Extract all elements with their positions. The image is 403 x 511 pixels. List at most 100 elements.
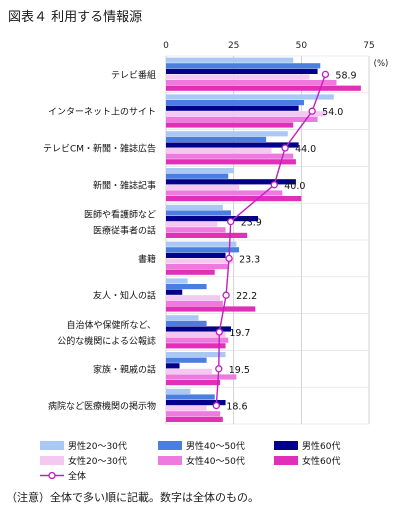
bar xyxy=(166,190,283,196)
bar xyxy=(166,289,183,295)
legend-label: 男性40～50代 xyxy=(186,440,245,452)
total-marker xyxy=(308,107,316,115)
bar xyxy=(166,111,326,117)
bar xyxy=(166,94,334,100)
bar xyxy=(166,173,229,179)
bar xyxy=(166,184,240,190)
total-line xyxy=(215,74,327,406)
bar xyxy=(166,168,234,174)
category-label: 友人・知人の話 xyxy=(93,290,156,302)
bar xyxy=(166,196,302,202)
legend-label: 女性60代 xyxy=(302,455,340,467)
total-value-label: 22.2 xyxy=(236,291,257,302)
legend-swatch xyxy=(40,456,64,465)
bar xyxy=(166,221,218,227)
category-label: 医療従事者の話 xyxy=(93,225,156,237)
x-tick-label: 25 xyxy=(228,41,239,51)
total-marker xyxy=(222,291,230,299)
category-label: テレビCM・新聞・雑誌広告 xyxy=(43,143,156,155)
bar xyxy=(166,400,226,406)
bar xyxy=(166,57,294,63)
bar xyxy=(166,374,237,380)
bar xyxy=(166,63,321,69)
category-label: 家族・親戚の話 xyxy=(93,363,156,375)
bar xyxy=(166,116,318,122)
bar xyxy=(166,85,361,91)
bar xyxy=(166,122,294,128)
category-label: インターネット上のサイト xyxy=(48,107,156,118)
total-value-label: 54.0 xyxy=(322,107,343,118)
bar xyxy=(166,343,226,349)
total-marker xyxy=(270,181,278,189)
legend-label: 全体 xyxy=(68,470,86,482)
bar xyxy=(166,278,188,284)
bar xyxy=(166,159,296,165)
bar xyxy=(166,252,226,258)
bar xyxy=(166,153,294,159)
bar xyxy=(166,258,234,264)
bar xyxy=(166,388,191,394)
legend-swatch xyxy=(158,456,182,465)
bar xyxy=(166,269,215,275)
bar xyxy=(166,210,231,216)
total-value-label: 19.7 xyxy=(229,328,250,339)
bar xyxy=(166,368,213,374)
bar xyxy=(166,416,223,422)
bar xyxy=(166,405,207,411)
total-marker xyxy=(212,401,220,410)
bar xyxy=(166,363,180,369)
total-marker xyxy=(281,144,289,152)
category-label: テレビ番組 xyxy=(111,69,156,81)
category-label: 医師や看護師など xyxy=(84,209,156,221)
bar xyxy=(166,320,207,326)
unit-label: (%) xyxy=(374,59,389,69)
bar xyxy=(166,326,231,332)
bar xyxy=(166,315,199,321)
total-marker xyxy=(321,70,330,79)
bar xyxy=(166,264,229,270)
category-label: 公的な機関による公報誌 xyxy=(57,335,156,347)
total-value-label: 58.9 xyxy=(335,70,356,81)
legend-label: 男性60代 xyxy=(302,440,340,452)
legend-swatch xyxy=(274,456,298,465)
bar xyxy=(166,332,226,338)
x-tick-label: 0 xyxy=(163,41,169,51)
bar xyxy=(166,216,259,222)
legend-swatch xyxy=(158,441,182,450)
total-value-label: 23.3 xyxy=(239,254,260,265)
total-marker xyxy=(215,365,223,373)
bar xyxy=(166,411,221,417)
total-value-label: 40.0 xyxy=(284,181,305,192)
bar xyxy=(166,357,207,363)
x-tick-label: 50 xyxy=(296,41,308,51)
bar xyxy=(166,148,272,154)
total-marker xyxy=(215,328,223,336)
bar xyxy=(166,80,337,86)
bar xyxy=(166,394,215,400)
bar xyxy=(166,241,237,247)
bar xyxy=(166,232,248,238)
bar xyxy=(166,337,229,343)
total-marker xyxy=(227,217,235,226)
bar xyxy=(166,352,226,358)
x-tick-label: 75 xyxy=(363,41,374,51)
bar xyxy=(166,136,267,142)
total-value-label: 19.5 xyxy=(229,365,250,376)
legend-label: 女性40～50代 xyxy=(186,455,245,467)
bar xyxy=(166,142,299,148)
legend-swatch xyxy=(40,441,64,450)
bar xyxy=(166,74,310,80)
legend-label: 女性20～30代 xyxy=(68,455,127,467)
legend-swatch xyxy=(274,441,298,450)
bar xyxy=(166,306,256,312)
category-label: 自治体や保健所など、 xyxy=(66,319,156,331)
legend-label: 男性20～30代 xyxy=(68,440,127,452)
total-value-label: 18.6 xyxy=(226,402,247,413)
category-label: 新聞・雑誌記事 xyxy=(93,179,156,191)
bar xyxy=(166,105,299,111)
total-value-label: 23.9 xyxy=(241,218,262,229)
bar xyxy=(166,100,305,106)
category-label: 病院など医療機関の掲示物 xyxy=(48,400,156,412)
